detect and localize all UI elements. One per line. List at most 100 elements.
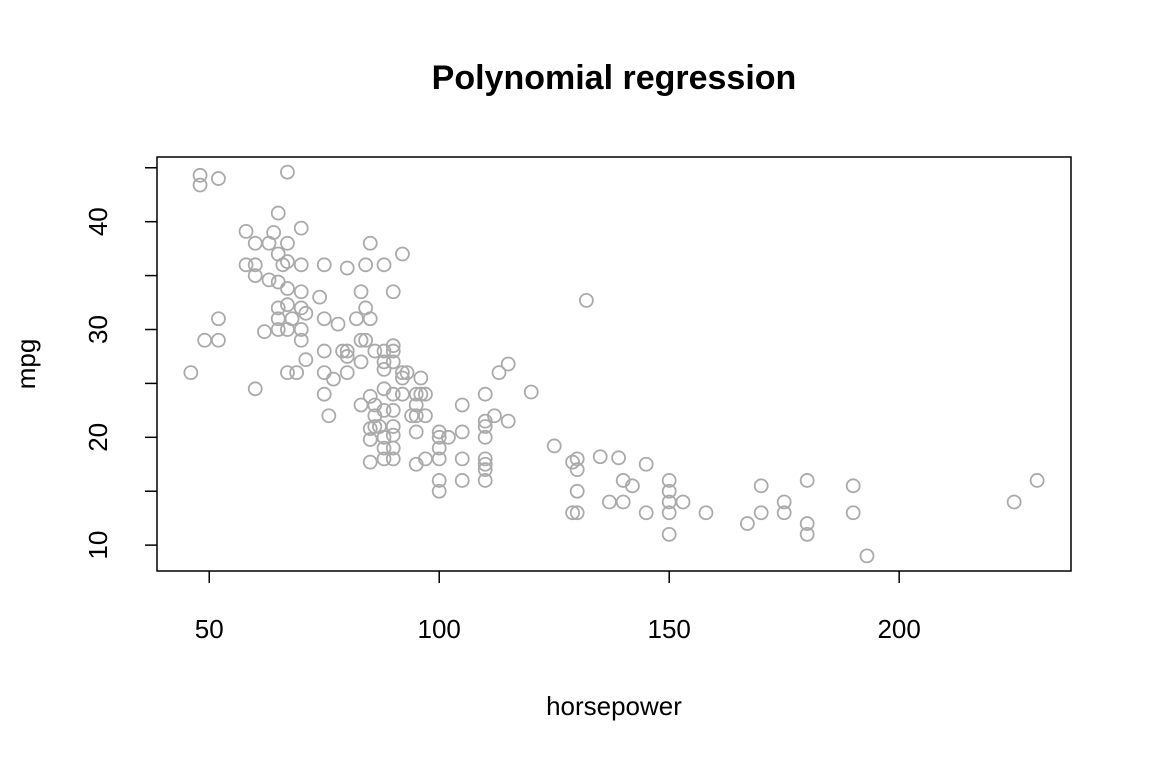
point bbox=[211, 332, 226, 348]
point bbox=[776, 494, 792, 510]
point bbox=[238, 257, 254, 273]
point bbox=[376, 361, 392, 377]
point bbox=[385, 354, 401, 370]
point bbox=[675, 494, 691, 510]
point bbox=[192, 177, 208, 193]
point bbox=[376, 429, 392, 445]
point bbox=[293, 322, 309, 337]
y-tick-label: 20 bbox=[83, 423, 113, 452]
point bbox=[661, 526, 677, 542]
point bbox=[523, 384, 539, 400]
point bbox=[293, 284, 309, 300]
point bbox=[321, 408, 337, 424]
point bbox=[491, 365, 507, 381]
point bbox=[418, 386, 433, 402]
x-tick-label: 50 bbox=[195, 614, 224, 644]
point bbox=[257, 324, 272, 340]
point bbox=[395, 246, 410, 262]
point bbox=[316, 343, 332, 359]
point bbox=[615, 494, 631, 510]
point bbox=[270, 205, 286, 221]
point bbox=[698, 505, 714, 521]
point bbox=[579, 292, 594, 308]
point bbox=[261, 272, 277, 288]
point bbox=[247, 381, 263, 397]
point bbox=[569, 505, 585, 521]
point bbox=[280, 297, 295, 313]
point bbox=[477, 462, 493, 478]
point bbox=[353, 332, 369, 348]
point bbox=[270, 322, 286, 337]
point bbox=[266, 225, 282, 240]
x-tick-label: 150 bbox=[647, 614, 690, 644]
point bbox=[362, 311, 378, 327]
x-axis-label: horsepower bbox=[546, 691, 682, 721]
point bbox=[395, 365, 410, 381]
point bbox=[316, 257, 332, 273]
plot-box bbox=[156, 156, 1072, 572]
point bbox=[362, 454, 378, 470]
point bbox=[376, 440, 392, 456]
y-tick-label: 10 bbox=[83, 531, 113, 560]
point bbox=[546, 438, 562, 454]
point bbox=[339, 260, 355, 276]
point bbox=[569, 451, 585, 467]
point bbox=[799, 516, 815, 531]
point bbox=[289, 365, 305, 381]
point bbox=[280, 164, 295, 180]
point bbox=[353, 284, 369, 300]
point bbox=[376, 402, 392, 418]
point bbox=[211, 311, 226, 327]
point bbox=[211, 171, 226, 186]
point bbox=[565, 505, 581, 521]
point bbox=[799, 473, 815, 488]
point bbox=[367, 343, 383, 359]
y-tick-label: 40 bbox=[83, 207, 113, 236]
point bbox=[776, 505, 792, 521]
y-tick-label: 30 bbox=[83, 315, 113, 344]
point bbox=[845, 505, 861, 521]
point bbox=[1029, 473, 1045, 488]
point bbox=[413, 370, 429, 386]
point bbox=[592, 449, 608, 465]
point bbox=[376, 451, 392, 467]
point bbox=[454, 451, 470, 467]
point bbox=[192, 167, 208, 183]
point bbox=[454, 424, 470, 440]
y-axis-label: mpg bbox=[11, 339, 41, 390]
point bbox=[339, 365, 355, 381]
point bbox=[362, 432, 378, 447]
point bbox=[312, 289, 328, 305]
point bbox=[431, 440, 447, 456]
point bbox=[367, 419, 383, 434]
point bbox=[418, 408, 433, 424]
point bbox=[431, 451, 447, 467]
chart-title: Polynomial regression bbox=[432, 59, 797, 97]
point bbox=[661, 473, 677, 488]
point bbox=[399, 365, 415, 381]
point bbox=[739, 516, 755, 531]
point bbox=[477, 419, 493, 434]
point bbox=[339, 343, 355, 359]
point bbox=[477, 451, 493, 467]
point bbox=[431, 473, 447, 488]
point bbox=[799, 526, 815, 542]
point bbox=[385, 440, 401, 456]
point bbox=[376, 257, 392, 273]
point bbox=[753, 505, 769, 521]
point bbox=[477, 473, 493, 488]
point bbox=[316, 386, 332, 402]
point bbox=[293, 220, 309, 236]
point bbox=[569, 462, 585, 478]
point bbox=[408, 386, 424, 402]
point bbox=[477, 456, 493, 472]
point bbox=[431, 483, 447, 499]
point bbox=[624, 478, 640, 494]
point bbox=[408, 424, 424, 440]
point bbox=[454, 473, 470, 488]
point bbox=[477, 429, 493, 445]
point bbox=[316, 311, 332, 327]
point bbox=[385, 343, 401, 359]
